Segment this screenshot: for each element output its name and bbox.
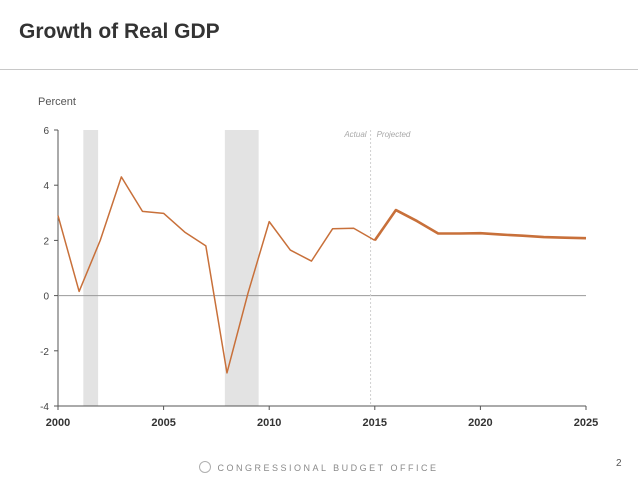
footer: CONGRESSIONAL BUDGET OFFICE: [0, 461, 638, 473]
y-tick-label: 4: [43, 181, 49, 192]
footer-text: CONGRESSIONAL BUDGET OFFICE: [217, 463, 439, 473]
y-tick-label: 6: [43, 126, 49, 137]
series-line-actual: [57, 176, 376, 374]
title-divider: [0, 69, 638, 70]
y-tick-label: 2: [43, 236, 49, 247]
x-tick-label: 2020: [468, 417, 492, 429]
y-tick-label: -2: [40, 347, 49, 358]
series-lines: [57, 176, 587, 374]
x-tick-label: 2005: [151, 417, 175, 429]
x-tick-label: 2025: [574, 417, 598, 429]
x-tick-label: 2010: [257, 417, 281, 429]
y-tick-label: -4: [40, 402, 49, 413]
y-tick-labels: -4 -2 0 2 4 6: [40, 126, 58, 413]
x-tick-labels: 2000 2005 2010 2015 2020 2025: [46, 406, 598, 429]
recession-bands: [83, 130, 259, 406]
page-number: 2: [616, 458, 622, 469]
series-line-projected: [373, 208, 587, 242]
x-tick-label: 2015: [363, 417, 387, 429]
projected-annotation: Projected: [377, 130, 411, 139]
cbo-seal-icon: [199, 461, 212, 473]
x-tick-label: 2000: [46, 417, 70, 429]
slide-title: Growth of Real GDP: [19, 20, 220, 43]
actual-annotation: Actual: [343, 130, 366, 139]
y-tick-label: 0: [43, 292, 49, 303]
y-axis-label: Percent: [38, 96, 76, 108]
recession-band: [83, 130, 99, 406]
axis-lines: [57, 130, 586, 407]
